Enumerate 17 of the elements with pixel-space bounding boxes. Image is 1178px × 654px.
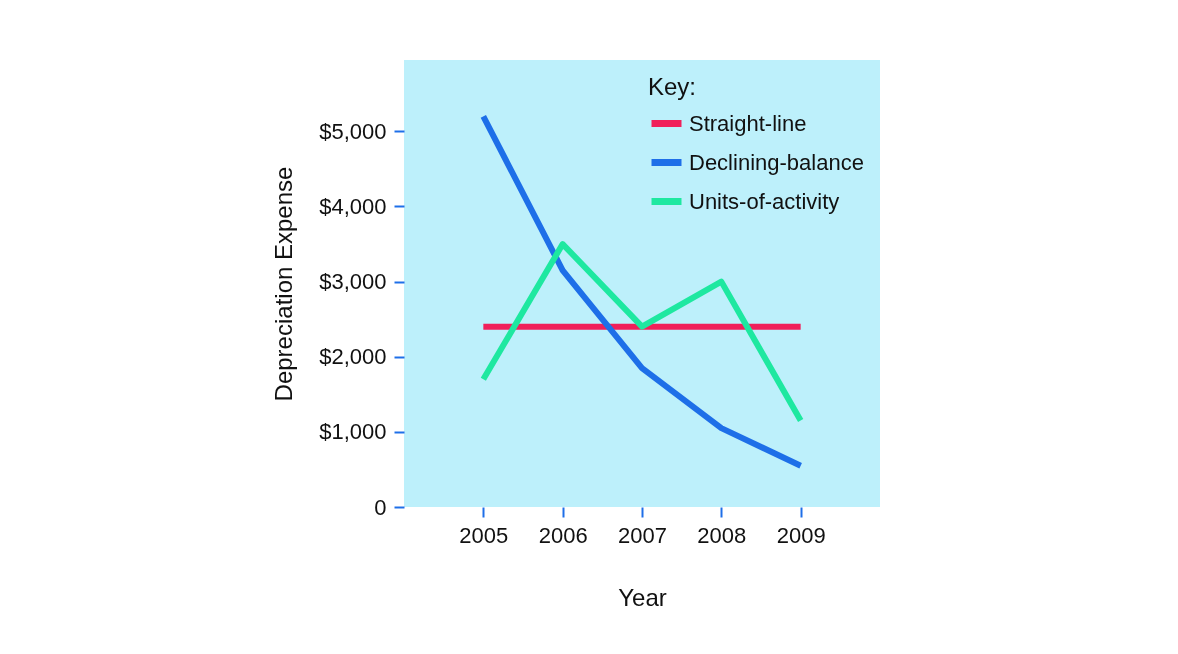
x-tick-label: 2006 xyxy=(538,522,588,548)
legend-title: Key: xyxy=(648,73,697,100)
legend-label: Straight-line xyxy=(689,110,807,136)
y-tick-label: $1,000 xyxy=(319,419,387,445)
legend-label: Declining-balance xyxy=(689,149,864,175)
y-tick-label: $2,000 xyxy=(319,344,387,370)
x-tick-label: 2005 xyxy=(459,522,509,548)
x-tick-label: 2008 xyxy=(697,522,747,548)
y-tick-label: $3,000 xyxy=(319,269,387,295)
y-tick-label: $4,000 xyxy=(319,194,387,219)
x-axis-title: Year xyxy=(618,583,667,611)
y-tick-label: 0 xyxy=(374,494,387,520)
legend-label: Units-of-activity xyxy=(689,188,840,214)
x-tick-label: 2007 xyxy=(618,522,667,548)
x-tick-label: 2009 xyxy=(776,522,826,548)
y-axis-title: Depreciation Expense xyxy=(270,166,298,402)
y-tick-label: $5,000 xyxy=(319,118,387,144)
